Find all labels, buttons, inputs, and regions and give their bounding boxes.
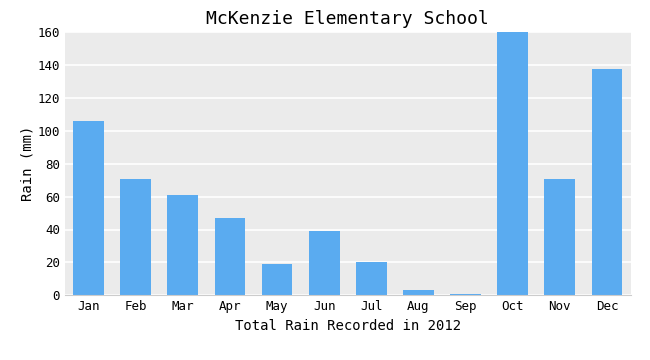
Bar [120,179,151,295]
Bar [545,179,575,295]
Bar [309,231,339,295]
X-axis label: Total Rain Recorded in 2012: Total Rain Recorded in 2012 [235,319,461,333]
Bar [592,68,622,295]
Bar [450,293,481,295]
Bar [403,290,434,295]
Bar [356,262,387,295]
Bar [73,121,104,295]
Bar [262,264,292,295]
Y-axis label: Rain (mm): Rain (mm) [21,126,35,202]
Title: McKenzie Elementary School: McKenzie Elementary School [207,10,489,28]
Bar [214,218,245,295]
Bar [168,195,198,295]
Bar [497,32,528,295]
